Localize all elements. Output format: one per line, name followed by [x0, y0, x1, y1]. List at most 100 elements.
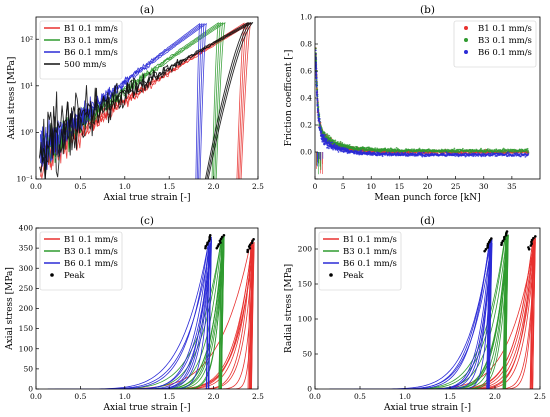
- data-point-2: [526, 147, 529, 150]
- data-point-3: [316, 101, 319, 103]
- y-tick-label: 10²: [20, 35, 33, 44]
- data-point-3: [317, 107, 319, 110]
- series-line-4: [39, 21, 252, 179]
- y-tick-label: 400: [19, 224, 34, 233]
- series-line-1: [132, 240, 254, 389]
- data-point-3: [318, 117, 321, 120]
- plot-frame: [314, 227, 541, 390]
- legend-label: B6 0.1 mm/s: [64, 48, 118, 58]
- unload-line-1: [250, 242, 255, 389]
- x-tick-label: 0: [313, 182, 318, 191]
- y-tick-label: 1.0: [300, 13, 312, 22]
- data-point-3: [316, 95, 319, 98]
- series-layer: [315, 47, 530, 175]
- legend: B1 0.1 mm/s B3 0.1 mm/s B6 0.1 mm/s Peak: [39, 231, 123, 291]
- peak-marker: [527, 247, 531, 251]
- y-tick-label: 10⁰: [20, 128, 33, 137]
- x-tick-label: 2.5: [534, 392, 546, 401]
- data-point-3: [422, 151, 425, 154]
- peak-marker: [250, 241, 254, 245]
- legend-label: B1 0.1 mm/s: [343, 235, 397, 245]
- data-point-3: [320, 130, 323, 132]
- data-point-2: [395, 146, 398, 149]
- y-tick-label: 100: [19, 344, 34, 353]
- data-point-2: [315, 47, 317, 50]
- peak-marker: [205, 243, 209, 246]
- y-tick-label: 0.6: [300, 67, 312, 76]
- legend-label: Peak: [64, 271, 85, 281]
- y-tick-label: 10¹: [20, 81, 33, 90]
- data-point-3: [323, 134, 326, 136]
- legend-marker-peak: [329, 273, 333, 277]
- peak-marker: [222, 233, 226, 237]
- data-point-3: [326, 138, 328, 141]
- data-point-2: [323, 132, 326, 135]
- data-point-3: [353, 152, 356, 155]
- peak-marker: [246, 250, 249, 254]
- y-tick-label: 200: [298, 245, 313, 254]
- x-tick-label: 10: [366, 182, 376, 191]
- data-point-3: [315, 63, 317, 65]
- data-point-3: [518, 153, 521, 156]
- unload-line-2: [221, 235, 225, 389]
- y-tick-label: 0: [307, 385, 312, 394]
- data-point-3: [408, 154, 411, 157]
- series-layer: [39, 21, 254, 179]
- data-point-2: [374, 147, 377, 150]
- data-point-2: [410, 148, 413, 151]
- data-point-3: [316, 91, 319, 94]
- peak-marker: [502, 237, 506, 241]
- peak-marker: [529, 244, 533, 247]
- x-tick-label: 5: [341, 182, 346, 191]
- data-point-3: [477, 155, 480, 157]
- peak-marker: [483, 249, 486, 253]
- x-tick-label: 2.0: [208, 182, 220, 191]
- peak-marker: [501, 239, 505, 243]
- x-tick-label: 35: [507, 182, 517, 191]
- data-point-3: [316, 90, 318, 92]
- y-axis-label: Axial stress [MPa]: [7, 57, 17, 141]
- x-tick-label: 25: [451, 182, 461, 191]
- data-point-2: [315, 54, 317, 57]
- data-point-2: [364, 146, 366, 149]
- y-tick-label: 200: [19, 304, 34, 313]
- legend-marker: [464, 38, 468, 42]
- peak-marker: [219, 237, 223, 241]
- unload-line-3: [208, 239, 212, 389]
- y-tick-label: 350: [19, 244, 34, 253]
- data-point-3: [319, 127, 322, 130]
- legend-label: Peak: [343, 271, 364, 281]
- data-point-2: [408, 151, 411, 154]
- x-tick-label: 0.0: [30, 392, 42, 401]
- unload-line-2: [505, 235, 509, 389]
- unload-line-3: [488, 239, 493, 389]
- x-tick-label: 2.0: [489, 392, 501, 401]
- legend-label: B1 0.1 mm/s: [64, 24, 118, 34]
- peak-marker: [500, 243, 503, 247]
- peak-marker: [505, 232, 508, 235]
- x-axis-label: Axial true strain [-]: [103, 403, 191, 413]
- data-point-2: [427, 151, 429, 154]
- data-point-3: [327, 147, 330, 150]
- x-tick-label: 1.0: [119, 392, 131, 401]
- data-point-3: [328, 139, 331, 142]
- data-point-2: [527, 149, 529, 152]
- data-point-3: [316, 99, 319, 102]
- data-point-3: [315, 73, 318, 76]
- x-tick-label: 0.0: [30, 182, 42, 191]
- legend-marker: [464, 26, 468, 30]
- legend-label: B1 0.1 mm/s: [64, 235, 118, 245]
- data-point-3: [337, 151, 340, 153]
- data-point-3: [442, 152, 445, 155]
- peak-marker: [207, 239, 211, 243]
- y-tick-label: 100: [298, 315, 313, 324]
- data-point-3: [490, 152, 493, 155]
- y-tick-label: 250: [19, 284, 34, 293]
- legend-label: B1 0.1 mm/s: [478, 24, 532, 34]
- legend-label: B3 0.1 mm/s: [478, 36, 532, 46]
- data-point-3: [315, 84, 318, 87]
- peak-marker: [503, 235, 506, 239]
- x-axis-label: Axial true strain [-]: [103, 193, 191, 203]
- legend: B1 0.1 mm/s B3 0.1 mm/s B6 0.1 mm/s: [453, 20, 537, 68]
- peak-marker: [534, 235, 537, 238]
